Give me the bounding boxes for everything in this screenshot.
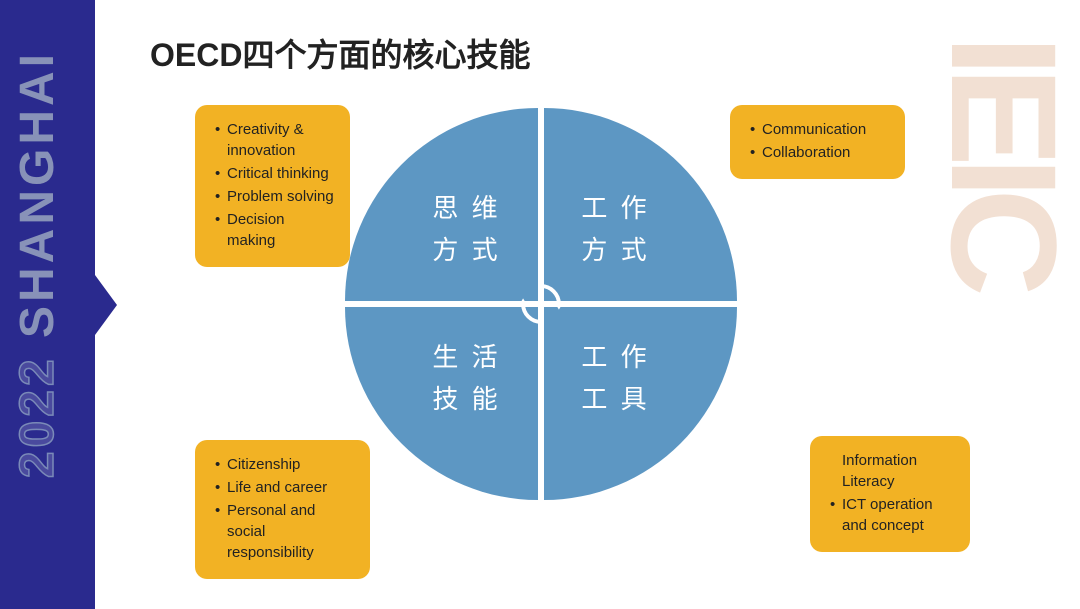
sidebar-city: SHANGHAI xyxy=(11,50,64,338)
quadrant-line2: 方 式 xyxy=(432,235,500,265)
list-item: Communication xyxy=(750,119,889,140)
right-decoration-text: IEIC xyxy=(917,35,1080,287)
list-item: Personal and social responsibility xyxy=(215,500,354,563)
quadrant-line1: 思 维 xyxy=(432,193,500,223)
list-item: Citizenship xyxy=(215,454,354,475)
page-title: OECD四个方面的核心技能 xyxy=(150,30,530,76)
circle-diagram: 思 维 方 式 工 作 方 式 生 活 技 能 工 作 工 具 xyxy=(345,108,737,500)
callout-top-left: Creativity & innovation Critical thinkin… xyxy=(195,105,350,267)
callout-bl-list: Citizenship Life and career Personal and… xyxy=(215,454,354,563)
list-item: Life and career xyxy=(215,477,354,498)
quadrant-top-left: 思 维 方 式 xyxy=(345,108,538,301)
list-item: Creativity & innovation xyxy=(215,119,334,161)
quadrant-line2: 方 式 xyxy=(581,235,649,265)
sidebar-notch xyxy=(95,275,117,335)
quadrant-label: 思 维 方 式 xyxy=(432,188,500,271)
quadrant-line2: 工 具 xyxy=(581,384,649,414)
list-item: Decision making xyxy=(215,209,334,251)
quadrant-line2: 技 能 xyxy=(432,384,500,414)
quadrant-line1: 生 活 xyxy=(432,342,500,372)
callout-bottom-right: Information Literacy ICT operation and c… xyxy=(810,436,970,552)
quadrant-bottom-right: 工 作 工 具 xyxy=(544,307,737,500)
callout-tl-list: Creativity & innovation Critical thinkin… xyxy=(215,119,334,251)
quadrant-line1: 工 作 xyxy=(581,342,649,372)
list-item: Information Literacy xyxy=(830,450,954,492)
callout-br-list: Information Literacy ICT operation and c… xyxy=(830,450,954,536)
quadrant-label: 工 作 工 具 xyxy=(581,337,649,420)
cycle-icon xyxy=(513,276,569,332)
callout-bottom-left: Citizenship Life and career Personal and… xyxy=(195,440,370,579)
callout-top-right: Communication Collaboration xyxy=(730,105,905,179)
sidebar-text: 2022 SHANGHAI xyxy=(10,50,65,478)
list-item: Critical thinking xyxy=(215,163,334,184)
sidebar-year: 2022 xyxy=(11,355,64,478)
list-item: Collaboration xyxy=(750,142,889,163)
quadrant-bottom-left: 生 活 技 能 xyxy=(345,307,538,500)
sidebar: 2022 SHANGHAI xyxy=(0,0,95,609)
quadrant-top-right: 工 作 方 式 xyxy=(544,108,737,301)
list-item: ICT operation and concept xyxy=(830,494,954,536)
quadrant-label: 生 活 技 能 xyxy=(432,337,500,420)
quadrant-label: 工 作 方 式 xyxy=(581,188,649,271)
list-item: Problem solving xyxy=(215,186,334,207)
quadrant-line1: 工 作 xyxy=(581,193,649,223)
callout-tr-list: Communication Collaboration xyxy=(750,119,889,163)
